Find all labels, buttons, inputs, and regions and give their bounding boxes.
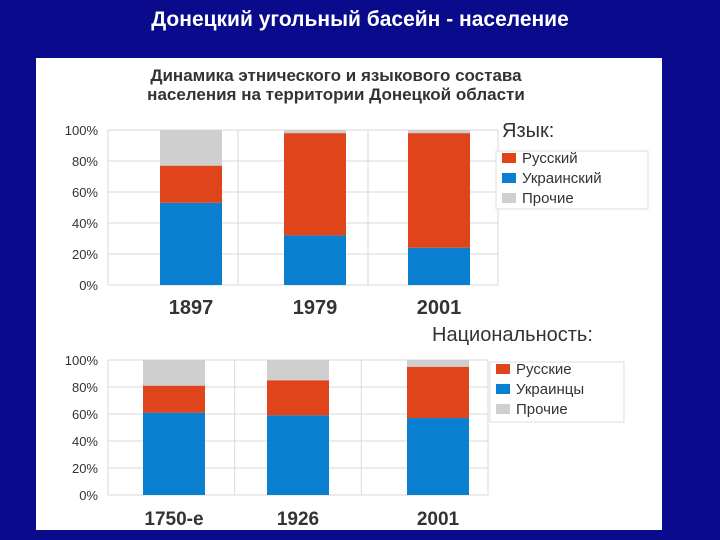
chart2-y-tick-label: 40% — [72, 434, 98, 449]
chart1-legend-swatch — [502, 173, 516, 183]
chart1-category-label: 1897 — [169, 297, 214, 319]
chart1-legend-title: Язык: — [502, 120, 554, 142]
chart-title-line-1: Динамика этнического и языкового состава — [150, 66, 522, 85]
chart1-bar-segment — [284, 130, 346, 134]
chart1-bar-segment — [408, 247, 470, 285]
chart1-legend-swatch — [502, 153, 516, 163]
chart2-bar-segment — [143, 360, 205, 386]
chart1-legend-label: Русский — [522, 150, 578, 167]
charts-svg: 0% 20% 40% 60% 80% 100% 1897 1979 2001 Язык: Русск… — [65, 120, 649, 530]
chart2-y-tick-label: 20% — [72, 461, 98, 476]
chart1-bar-segment — [408, 133, 470, 248]
chart1-bar-segment — [284, 235, 346, 285]
chart2-y-tick-label: 60% — [72, 407, 98, 422]
chart2-bar-segment — [407, 366, 469, 419]
chart2-bar-segment — [407, 360, 469, 367]
chart1-bar-segment — [160, 165, 222, 203]
chart1-y-tick-label: 0% — [79, 278, 98, 293]
chart1-legend-box — [495, 150, 649, 210]
chart2-bar-segment — [143, 412, 205, 495]
chart1-category-label: 1979 — [293, 297, 338, 319]
chart2-legend-label: Украинцы — [516, 381, 584, 398]
chart2-category-label: 1926 — [277, 509, 319, 530]
chart2-bar-segment — [143, 385, 205, 413]
chart1-y-tick-label: 20% — [72, 247, 98, 262]
chart1-y-tick-label: 60% — [72, 185, 98, 200]
chart1-bar-segment — [160, 130, 222, 166]
chart1-category-label: 2001 — [417, 297, 462, 319]
chart2-category-label: 1750-е — [144, 509, 203, 530]
chart1-legend-label: Прочие — [522, 190, 574, 207]
chart-title: Динамика этнического и языкового состава… — [36, 66, 636, 104]
chart1-bar-segment — [160, 202, 222, 285]
chart2-bar-segment — [267, 415, 329, 495]
chart2-y-tick-label: 0% — [79, 488, 98, 503]
slide-title: Донецкий угольный басейн - население — [151, 8, 569, 31]
chart2-legend-swatch — [496, 364, 510, 374]
chart2-legend-label: Прочие — [516, 401, 568, 418]
chart2-legend-label: Русские — [516, 361, 572, 378]
chart2-category-label: 2001 — [417, 509, 460, 530]
chart2-y-tick-label: 100% — [65, 353, 99, 368]
chart2-bar-segment — [267, 360, 329, 381]
chart2-legend-swatch — [496, 384, 510, 394]
chart1-bar-segment — [284, 133, 346, 236]
chart2-y-tick-label: 80% — [72, 380, 98, 395]
chart1-y-tick-label: 80% — [72, 154, 98, 169]
chart2-legend-swatch — [496, 404, 510, 414]
chart2-bar-segment — [267, 380, 329, 416]
chart2-legend-box — [489, 361, 625, 423]
chart1-y-tick-label: 40% — [72, 216, 98, 231]
chart1-legend-swatch — [502, 193, 516, 203]
chart1-legend-label: Украинский — [522, 170, 602, 187]
chart-title-line-2: населения на территории Донецкой области — [147, 85, 525, 104]
chart2-legend-title: Национальность: — [432, 324, 593, 346]
chart-panel: Динамика этнического и языкового состава… — [36, 58, 662, 530]
chart1-y-tick-label: 100% — [65, 123, 99, 138]
chart1-bar-segment — [408, 130, 470, 134]
chart2-bar-segment — [407, 418, 469, 495]
